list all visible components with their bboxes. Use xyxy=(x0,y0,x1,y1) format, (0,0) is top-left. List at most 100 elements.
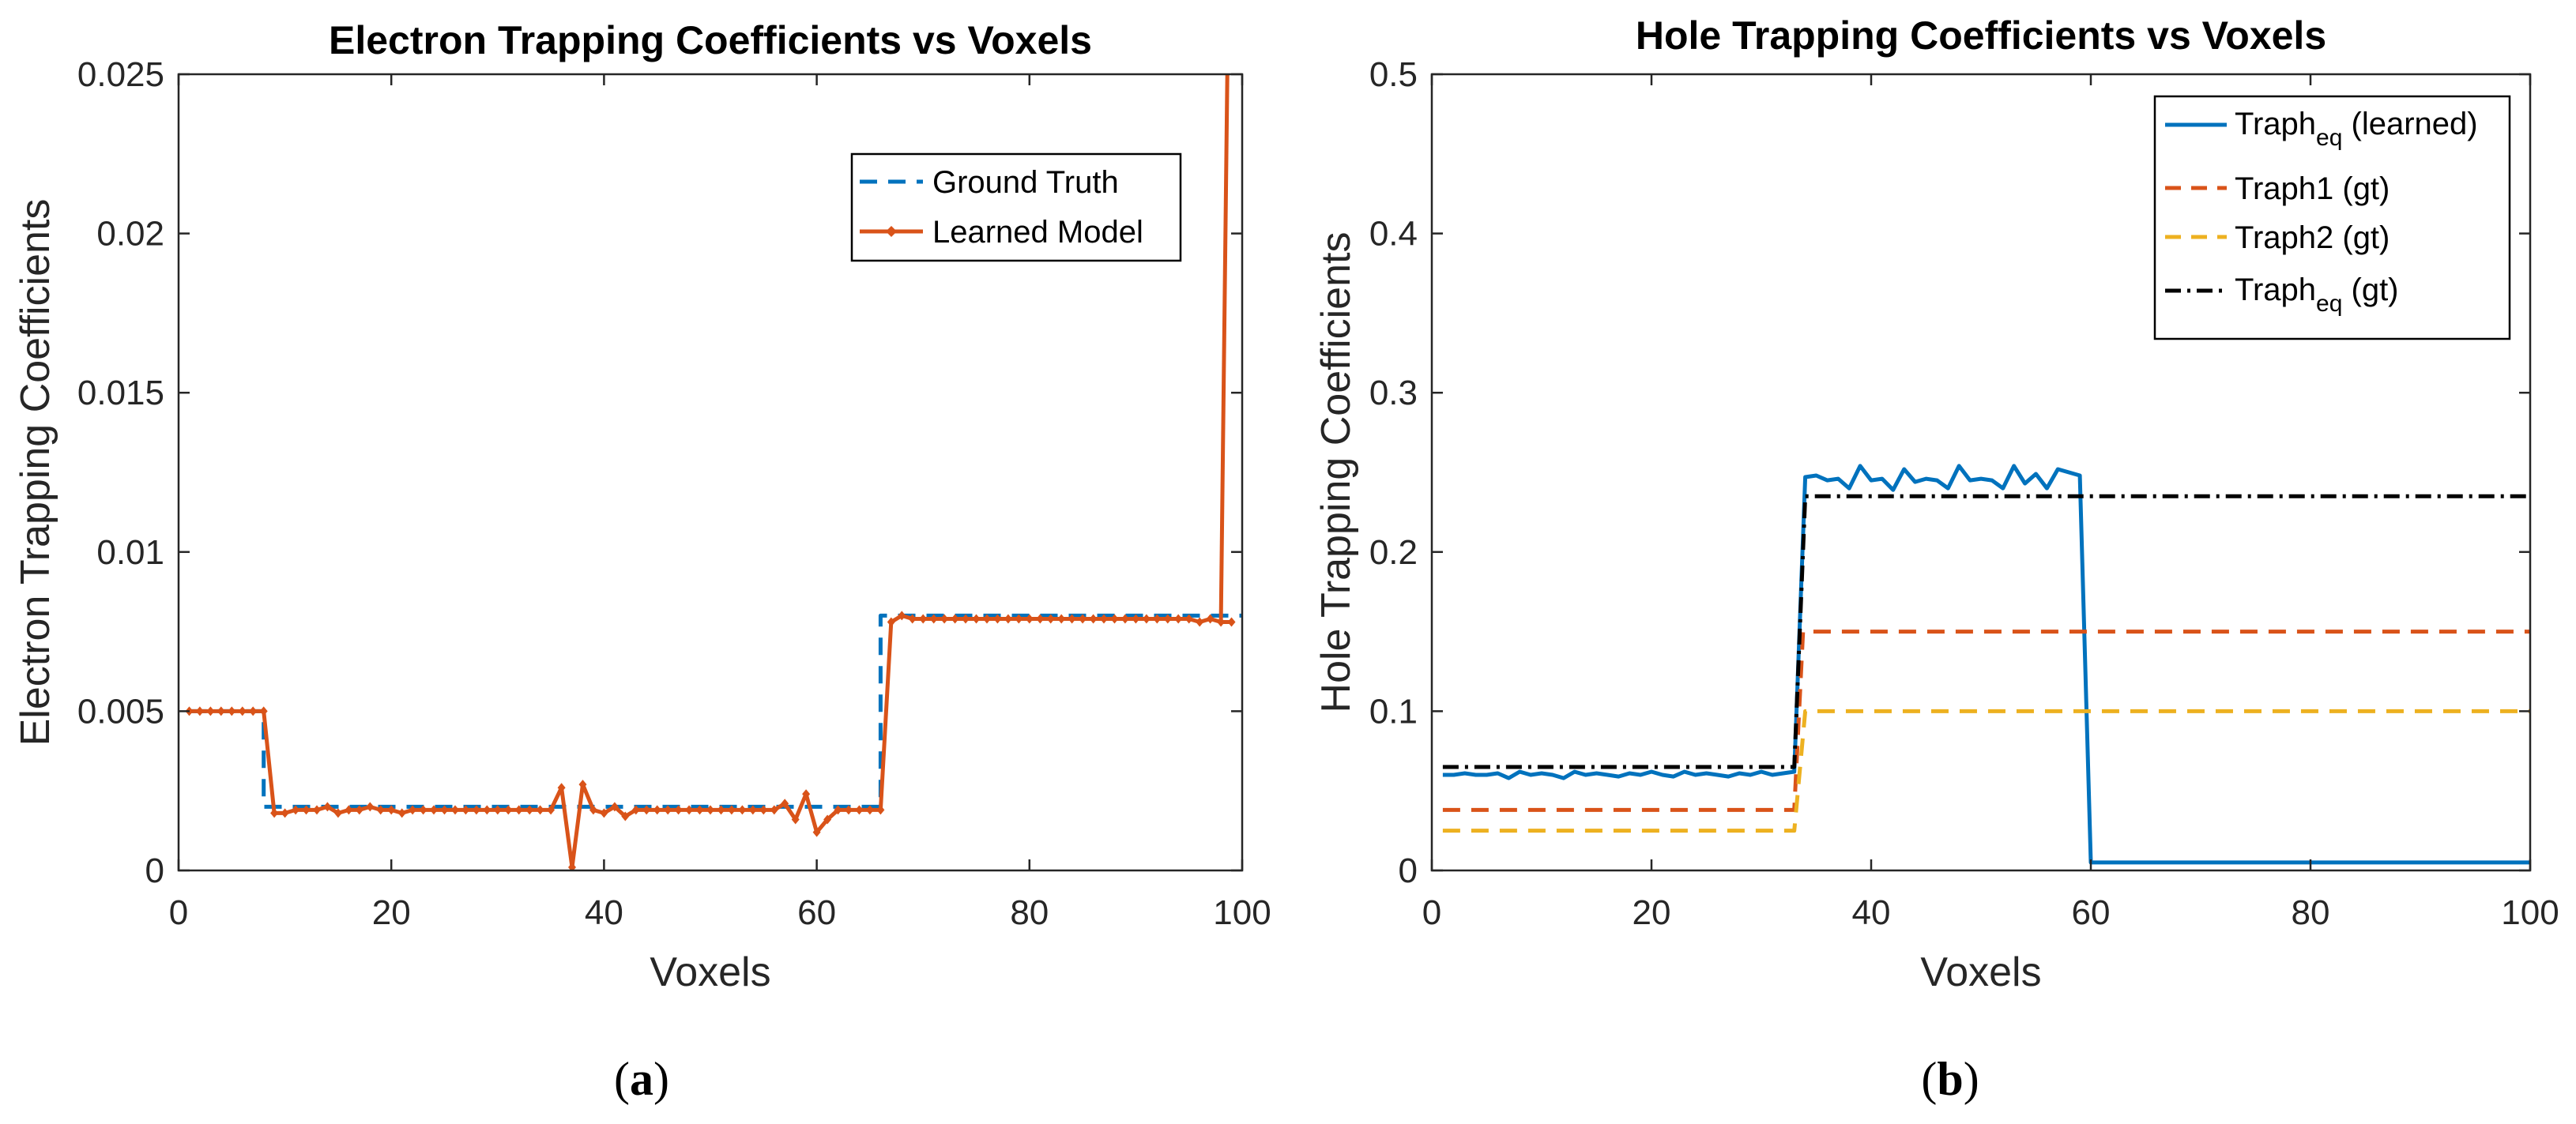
electron-marker-point xyxy=(834,805,842,815)
electron-marker-point xyxy=(1025,614,1034,624)
hole-y-tick-label: 0.4 xyxy=(1369,215,1418,254)
electron-marker-point xyxy=(887,617,895,627)
hole-series-line-2 xyxy=(1442,709,2530,833)
legend-label-trapheq-learned-main: Traph xyxy=(2235,107,2316,141)
hole-axes-frame xyxy=(1430,73,2532,872)
caption-a: (a) xyxy=(614,1053,669,1105)
hole-y-axis-label: Hole Trapping Coefficients xyxy=(1313,232,1359,713)
hole-axis-ticks: 0 20 40 60 80 100 0 0.1 0.2 0.3 0.4 0.5 xyxy=(1369,55,2559,932)
electron-marker-point xyxy=(355,805,363,815)
electron-marker-point xyxy=(1004,614,1012,624)
electron-marker-point xyxy=(610,802,619,812)
hole-y-tick-label: 0.1 xyxy=(1369,692,1418,731)
caption-a-open: ( xyxy=(614,1053,630,1105)
electron-marker-point xyxy=(1227,617,1236,627)
electron-x-tick-label: 80 xyxy=(1010,893,1049,932)
electron-marker-point xyxy=(855,805,864,815)
electron-marker-point xyxy=(908,614,917,624)
electron-marker-point xyxy=(1174,614,1183,624)
electron-marker-point xyxy=(451,805,459,815)
electron-marker-point xyxy=(685,805,694,815)
electron-y-axis-label: Electron Trapping Coefficients xyxy=(13,199,58,746)
electron-marker-point xyxy=(345,805,353,815)
electron-marker-point xyxy=(940,614,949,624)
legend-label-trapheq-learned-rest: (learned) xyxy=(2342,107,2477,141)
legend-label-trapheq-gt-sub: eq xyxy=(2316,291,2342,317)
electron-marker-point xyxy=(409,805,417,815)
hole-series-layer xyxy=(1442,464,2530,865)
electron-x-tick-label: 20 xyxy=(372,893,411,932)
hole-x-tick-label: 20 xyxy=(1633,893,1671,932)
electron-marker-point xyxy=(195,706,204,716)
electron-marker-point xyxy=(621,811,630,821)
electron-marker-point xyxy=(419,805,427,815)
electron-marker-point xyxy=(972,614,981,624)
electron-marker-point xyxy=(525,805,534,815)
electron-marker-point xyxy=(1089,614,1098,624)
electron-marker-point xyxy=(962,614,970,624)
hole-series-line-0 xyxy=(1442,464,2530,865)
electron-marker-point xyxy=(664,805,672,815)
electron-marker-point xyxy=(568,863,576,870)
electron-marker-point xyxy=(387,805,396,815)
electron-marker-point xyxy=(228,706,236,716)
electron-marker-point xyxy=(1079,614,1087,624)
electron-y-tick-label: 0.02 xyxy=(96,215,164,254)
caption-a-close: ) xyxy=(653,1053,669,1105)
electron-marker-point xyxy=(430,805,438,815)
electron-y-tick-label: 0.005 xyxy=(77,692,164,731)
hole-chart-title: Hole Trapping Coefficients vs Voxels xyxy=(1636,13,2326,58)
electron-marker-point xyxy=(323,802,332,812)
electron-legend-box xyxy=(850,152,1182,262)
legend-label-learned-model: Learned Model xyxy=(932,215,1143,250)
hole-legend: Trapheq (learned) Traph1 (gt) Traph2 (gt… xyxy=(2153,95,2511,340)
electron-marker-point xyxy=(249,706,258,716)
electron-x-tick-label: 0 xyxy=(169,893,188,932)
electron-x-tick-label: 40 xyxy=(585,893,623,932)
hole-legend-box xyxy=(2153,95,2511,340)
electron-marker-point xyxy=(706,805,714,815)
electron-marker-point xyxy=(1163,614,1172,624)
caption-b-close: ) xyxy=(1964,1053,1979,1105)
electron-x-axis-label: Voxels xyxy=(650,949,770,995)
caption-b-open: ( xyxy=(1921,1053,1937,1105)
electron-marker-point xyxy=(397,808,406,818)
electron-marker-point xyxy=(865,805,874,815)
electron-marker-point xyxy=(281,808,289,818)
electron-marker-point xyxy=(919,614,928,624)
electron-marker-point xyxy=(376,805,385,815)
electron-series-layer xyxy=(185,74,1242,870)
electron-marker-point xyxy=(1132,614,1140,624)
hole-x-tick-label: 80 xyxy=(2292,893,2330,932)
electron-marker-point xyxy=(717,805,725,815)
legend-label-trapheq-gt-rest: (gt) xyxy=(2342,273,2398,307)
electron-x-tick-label: 60 xyxy=(797,893,836,932)
electron-marker-point xyxy=(589,805,597,815)
electron-marker-point xyxy=(270,808,279,818)
electron-marker-point xyxy=(1206,614,1215,624)
electron-series-line-2 xyxy=(1218,74,1230,622)
electron-marker-point xyxy=(461,805,470,815)
electron-marker-point xyxy=(674,805,683,815)
hole-series-line-3 xyxy=(1442,494,2530,769)
electron-chart-title: Electron Trapping Coefficients vs Voxels xyxy=(329,18,1092,62)
electron-y-tick-label: 0 xyxy=(145,851,164,890)
electron-legend: Ground Truth Learned Model xyxy=(850,152,1182,262)
electron-marker-point xyxy=(472,805,480,815)
electron-marker-point xyxy=(770,805,778,815)
electron-marker-point xyxy=(302,805,311,815)
electron-x-tick-label: 100 xyxy=(1213,893,1271,932)
hole-x-tick-label: 40 xyxy=(1852,893,1891,932)
electron-marker-point xyxy=(802,789,811,799)
hole-x-tick-label: 60 xyxy=(2072,893,2111,932)
electron-y-tick-label: 0.015 xyxy=(77,374,164,412)
electron-marker-point xyxy=(631,805,640,815)
electron-marker-point xyxy=(929,614,938,624)
electron-marker-point xyxy=(536,805,544,815)
electron-marker-point xyxy=(781,799,789,809)
caption-b-letter: b xyxy=(1937,1053,1963,1105)
hole-y-tick-label: 0.3 xyxy=(1369,374,1418,412)
electron-marker-point xyxy=(812,827,821,837)
electron-marker-point xyxy=(1120,614,1129,624)
